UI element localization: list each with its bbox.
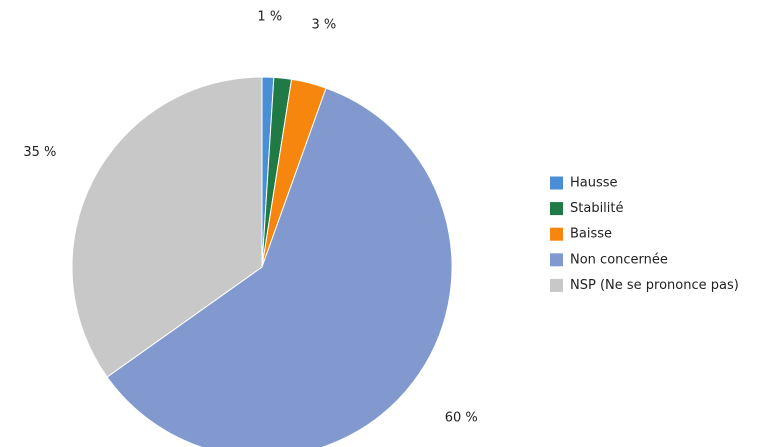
- legend-label: Stabilité: [570, 201, 624, 216]
- legend-swatch: [550, 227, 563, 241]
- legend-label: Hausse: [570, 176, 618, 191]
- pie-slice: [71, 76, 263, 378]
- legend-label: Non concernée: [570, 252, 668, 267]
- legend-swatch: [550, 202, 563, 216]
- legend-label: Baisse: [570, 227, 612, 242]
- data-label: 35 %: [23, 145, 56, 160]
- data-label: 1 %: [257, 10, 282, 25]
- data-label: 3 %: [311, 17, 336, 32]
- data-label: 60 %: [445, 411, 478, 426]
- legend-swatch: [550, 278, 563, 292]
- legend-label: NSP (Ne se prononce pas): [570, 278, 739, 293]
- pie-slice: [106, 87, 453, 447]
- legend-swatch: [550, 176, 563, 190]
- legend-swatch: [550, 253, 563, 267]
